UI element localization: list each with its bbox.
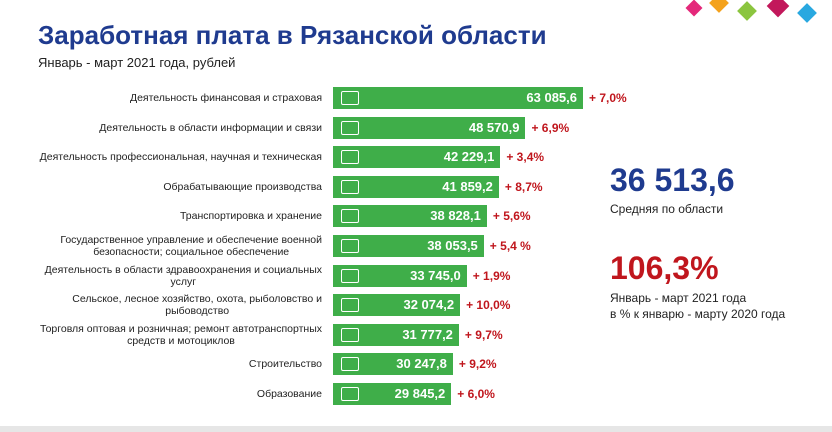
decoration [709, 0, 729, 13]
change-label: + 10,0% [466, 298, 511, 313]
bar: 31 777,2 [333, 323, 459, 346]
average-value: 36 513,6 [610, 162, 735, 198]
bar: 42 229,1 [333, 146, 501, 169]
index-value: 106,3% [610, 250, 719, 286]
change-label: + 6,9% [531, 120, 570, 135]
category-label: Деятельность финансовая и страховая [20, 86, 322, 110]
category-label: Торговля оптовая и розничная; ремонт авт… [20, 323, 322, 347]
category-text: Деятельность в области здравоохранения и… [44, 263, 322, 288]
category-text: Образование [256, 388, 322, 400]
decoration [797, 3, 817, 23]
bar-icon [341, 327, 359, 342]
category-text: Сельское, лесное хозяйство, охота, рыбол… [72, 293, 322, 318]
bar: 33 745,0 [333, 264, 467, 287]
category-label: Деятельность профессиональная, научная и… [20, 145, 322, 169]
category-text: Строительство [248, 358, 322, 371]
bar: 30 247,8 [333, 353, 453, 376]
decoration [737, 1, 757, 21]
change-label: + 6,0% [457, 387, 495, 401]
category-text: Транспортировка и хранение [179, 210, 322, 223]
bar: 29 845,2 [333, 383, 452, 405]
category-label: Сельское, лесное хозяйство, охота, рыбол… [20, 293, 322, 317]
value-label: 42 229,1 [443, 149, 495, 165]
category-text: Деятельность в области информации и связ… [99, 121, 322, 134]
bar-icon [341, 387, 359, 401]
value-label: 29 845,2 [394, 386, 446, 401]
category-text: Деятельность финансовая и страховая [129, 92, 322, 104]
value-label: 41 859,2 [442, 178, 493, 194]
value-label: 32 074,2 [403, 297, 455, 313]
subtitle: Январь - март 2021 года, рублей [38, 55, 236, 70]
bar-icon [341, 298, 359, 313]
value-label: 31 777,2 [402, 326, 453, 342]
category-text: Деятельность профессиональная, научная и… [39, 151, 322, 164]
title: Заработная плата в Рязанской области [38, 20, 547, 50]
bar-icon [341, 357, 359, 372]
bar: 38 053,5 [333, 235, 484, 257]
bar-icon [341, 268, 359, 283]
bar: 48 570,9 [333, 116, 526, 139]
bar: 32 074,2 [333, 294, 461, 317]
bar-icon [341, 239, 359, 253]
category-label: Транспортировка и хранение [20, 204, 322, 228]
bar: 63 085,6 [333, 87, 583, 109]
average-caption: Средняя по области [610, 202, 724, 216]
change-label: + 7,0% [589, 91, 627, 105]
category-label: Деятельность в области здравоохранения и… [20, 264, 322, 288]
footer-strip [0, 426, 832, 432]
change-label: + 3,4% [506, 150, 545, 165]
category-label: Государственное управление и обеспечение… [20, 234, 322, 258]
bar: 38 828,1 [333, 205, 487, 228]
bar-icon [341, 150, 359, 165]
value-label: 30 247,8 [396, 356, 447, 372]
category-label: Обрабатывающие производства [20, 175, 322, 199]
value-label: 48 570,9 [468, 119, 520, 135]
category-label: Образование [20, 382, 322, 406]
decoration [685, 0, 703, 17]
bar-icon [341, 209, 359, 224]
index-caption: Январь - март 2021 года [610, 291, 747, 305]
bar-icon [341, 179, 359, 194]
category-text: Торговля оптовая и розничная; ремонт авт… [39, 322, 322, 347]
change-label: + 5,4 % [489, 239, 531, 253]
category-text: Государственное управление и обеспечение… [60, 234, 322, 258]
value-label: 63 085,6 [526, 90, 577, 105]
value-label: 33 745,0 [410, 267, 461, 283]
change-label: + 9,2% [458, 357, 497, 372]
bar-icon [341, 120, 359, 135]
change-label: + 1,9% [472, 268, 511, 283]
change-label: + 5,6% [492, 209, 531, 224]
index-caption: в % к январю - марту 2020 года [610, 307, 786, 321]
value-label: 38 828,1 [430, 208, 481, 224]
category-text: Обрабатывающие производства [163, 180, 322, 193]
value-label: 38 053,5 [427, 238, 478, 253]
decoration [766, 0, 790, 18]
bar: 41 859,2 [333, 175, 499, 198]
bar-icon [341, 91, 359, 105]
change-label: + 9,7% [464, 327, 503, 342]
category-label: Деятельность в области информации и связ… [20, 116, 322, 140]
change-label: + 8,7% [504, 179, 543, 194]
category-label: Строительство [20, 352, 322, 376]
